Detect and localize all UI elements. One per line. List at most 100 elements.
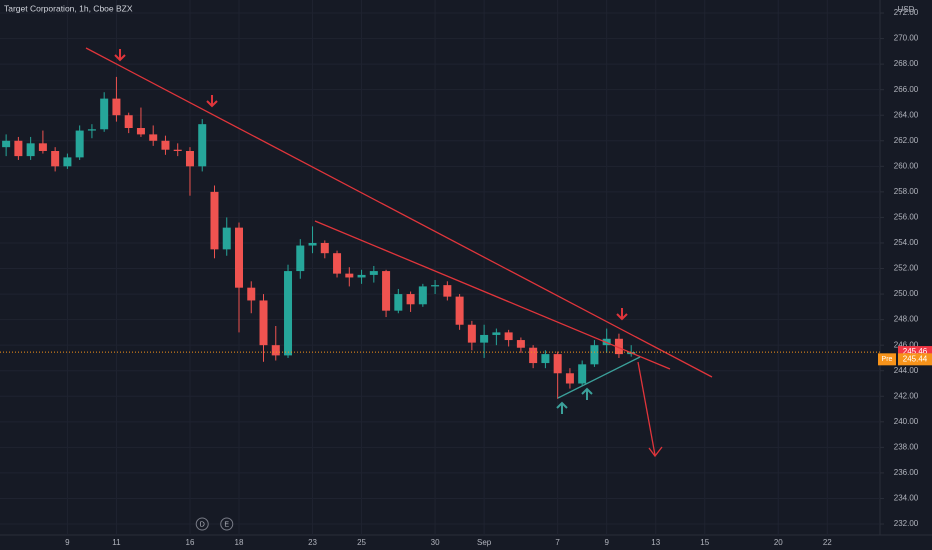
y-tick-label: 232.00 [894,519,919,528]
candle-body [136,128,145,135]
candle-body [382,271,391,311]
candle-body [467,324,476,343]
candle-body [345,273,354,278]
trend-line [314,220,671,370]
y-tick-label: 244.00 [894,366,919,375]
event-label: E [224,521,229,528]
candle-body [394,294,403,311]
y-tick-label: 264.00 [894,110,919,119]
candle-body [504,332,513,341]
x-tick-label: Sep [477,538,492,547]
candle-body [259,300,268,346]
x-tick-label: 9 [65,538,70,547]
y-tick-label: 240.00 [894,417,919,426]
x-tick-label: 30 [431,538,440,547]
y-tick-label: 268.00 [894,59,919,68]
candle-body [455,296,464,325]
pre-market-label: 245.44 [903,354,928,363]
y-tick-label: 270.00 [894,34,919,43]
candle-body [112,98,121,116]
x-tick-label: 23 [308,538,317,547]
y-unit: USD [898,5,915,14]
candle-body [271,345,280,356]
candle-body [100,98,109,130]
event-marker [220,517,234,531]
y-tick-label: 248.00 [894,315,919,324]
event-marker [195,517,209,531]
trend-line [85,47,713,378]
y-tick-label: 250.00 [894,289,919,298]
last-price-label: 245.46 [903,347,928,356]
candle-body [578,364,587,384]
y-tick-label: 246.00 [894,340,919,349]
candle-body [247,287,256,301]
candle-body [516,340,525,348]
chart-title: Target Corporation, 1h, Cboe BZX [4,3,133,13]
candle-body [210,191,219,250]
x-tick-label: 25 [357,538,366,547]
x-tick-label: 9 [604,538,609,547]
pre-market-tag [898,353,932,366]
plot-area [0,0,880,535]
y-tick-label: 242.00 [894,391,919,400]
candle-body [614,338,623,355]
y-tick-label: 254.00 [894,238,919,247]
y-tick-label: 234.00 [894,494,919,503]
candle-body [51,150,60,167]
candle-body [2,140,11,148]
event-label: D [200,521,205,528]
up-marker [556,401,568,414]
candle-body [149,134,158,141]
down-marker [114,49,126,62]
y-tick-label: 260.00 [894,161,919,170]
candle-body [418,286,427,305]
candle-body [480,334,489,343]
candle-body [87,129,96,131]
pre-market-name: Pre [882,356,893,363]
x-tick-label: 15 [700,538,709,547]
candle-body [333,253,342,274]
candle-body [431,285,440,287]
y-tick-label: 272.00 [894,8,919,17]
pre-market-chip [878,353,896,366]
y-tick-label: 236.00 [894,468,919,477]
candle-body [234,227,243,288]
arrow-head [648,446,663,458]
y-tick-label: 238.00 [894,442,919,451]
candle-body [173,149,182,151]
candle-body [185,150,194,167]
candle-body [38,143,47,151]
candle-body [565,373,574,384]
candle-body [222,227,231,250]
candle-body [443,285,452,297]
candle-body [369,271,378,275]
candle-body [553,354,562,374]
x-tick-label: 20 [774,538,783,547]
x-tick-label: 11 [112,538,121,547]
x-tick-label: 7 [555,538,560,547]
y-tick-label: 266.00 [894,85,919,94]
down-marker [206,95,218,108]
candle-body [308,242,317,246]
down-marker [616,308,628,321]
x-tick-label: 18 [235,538,244,547]
candle-body [75,130,84,158]
candle-body [320,242,329,254]
y-tick-label: 258.00 [894,187,919,196]
y-tick-label: 256.00 [894,213,919,222]
candle-body [406,294,415,305]
x-tick-label: 22 [823,538,832,547]
y-tick-label: 252.00 [894,264,919,273]
candle-body [198,124,207,167]
x-tick-label: 13 [651,538,660,547]
support-line [557,356,641,399]
candle-body [357,274,366,278]
candle-body [590,345,599,365]
drawings [85,47,713,458]
candle-body [26,143,35,157]
candle-body [529,347,538,364]
candle-body [124,115,133,129]
